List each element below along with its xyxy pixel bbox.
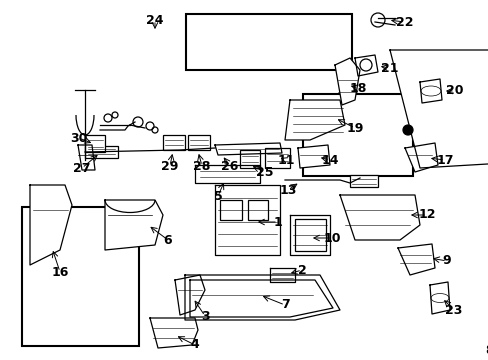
Text: 22: 22 <box>395 15 413 28</box>
Polygon shape <box>184 275 339 320</box>
Polygon shape <box>289 215 329 255</box>
Polygon shape <box>297 145 329 168</box>
Polygon shape <box>354 55 377 76</box>
Polygon shape <box>404 143 437 172</box>
Text: 18: 18 <box>348 81 366 94</box>
Polygon shape <box>105 200 163 250</box>
Text: 8: 8 <box>485 343 488 356</box>
Bar <box>163 135 184 150</box>
Text: 21: 21 <box>381 62 398 75</box>
Polygon shape <box>419 79 441 103</box>
Text: 23: 23 <box>445 303 462 316</box>
Text: 7: 7 <box>280 298 289 311</box>
Text: 24: 24 <box>146 13 163 27</box>
Bar <box>349 175 377 187</box>
Text: 9: 9 <box>442 255 450 267</box>
Polygon shape <box>339 195 419 240</box>
Polygon shape <box>334 58 359 105</box>
Circle shape <box>402 125 412 135</box>
Text: 27: 27 <box>73 162 91 175</box>
Polygon shape <box>150 318 198 348</box>
Text: 16: 16 <box>51 266 68 279</box>
Bar <box>220 200 242 220</box>
Bar <box>185 14 351 70</box>
Text: 26: 26 <box>221 159 238 172</box>
Polygon shape <box>175 275 204 315</box>
Polygon shape <box>269 268 294 282</box>
Text: 14: 14 <box>321 153 338 166</box>
Text: 10: 10 <box>323 231 340 244</box>
Bar <box>22 207 139 346</box>
Text: 19: 19 <box>346 122 363 135</box>
Text: 3: 3 <box>200 310 209 323</box>
Text: 5: 5 <box>213 189 222 202</box>
Polygon shape <box>389 50 488 168</box>
Text: 12: 12 <box>417 208 435 221</box>
Text: 30: 30 <box>70 131 87 144</box>
Bar <box>85 135 105 152</box>
Polygon shape <box>397 244 434 275</box>
Bar <box>294 219 325 251</box>
Polygon shape <box>30 185 72 265</box>
Text: 4: 4 <box>190 338 199 351</box>
Text: 25: 25 <box>256 166 273 179</box>
Text: 6: 6 <box>163 234 172 247</box>
Text: 1: 1 <box>273 216 282 229</box>
Polygon shape <box>285 100 345 140</box>
Bar <box>85 146 118 158</box>
Polygon shape <box>190 280 332 317</box>
Text: 20: 20 <box>446 85 463 98</box>
Text: 2: 2 <box>297 264 306 276</box>
Bar <box>264 148 289 168</box>
Bar <box>240 150 260 168</box>
Bar <box>187 135 209 150</box>
Text: 28: 28 <box>193 159 210 172</box>
Polygon shape <box>215 185 280 255</box>
Polygon shape <box>215 143 282 155</box>
Text: 11: 11 <box>277 153 294 166</box>
Polygon shape <box>78 145 95 170</box>
Text: 13: 13 <box>279 184 296 197</box>
Polygon shape <box>195 165 260 183</box>
Bar <box>247 200 267 220</box>
Polygon shape <box>429 282 449 314</box>
Bar <box>303 94 412 176</box>
Text: 17: 17 <box>435 153 453 166</box>
Text: 29: 29 <box>161 159 178 172</box>
